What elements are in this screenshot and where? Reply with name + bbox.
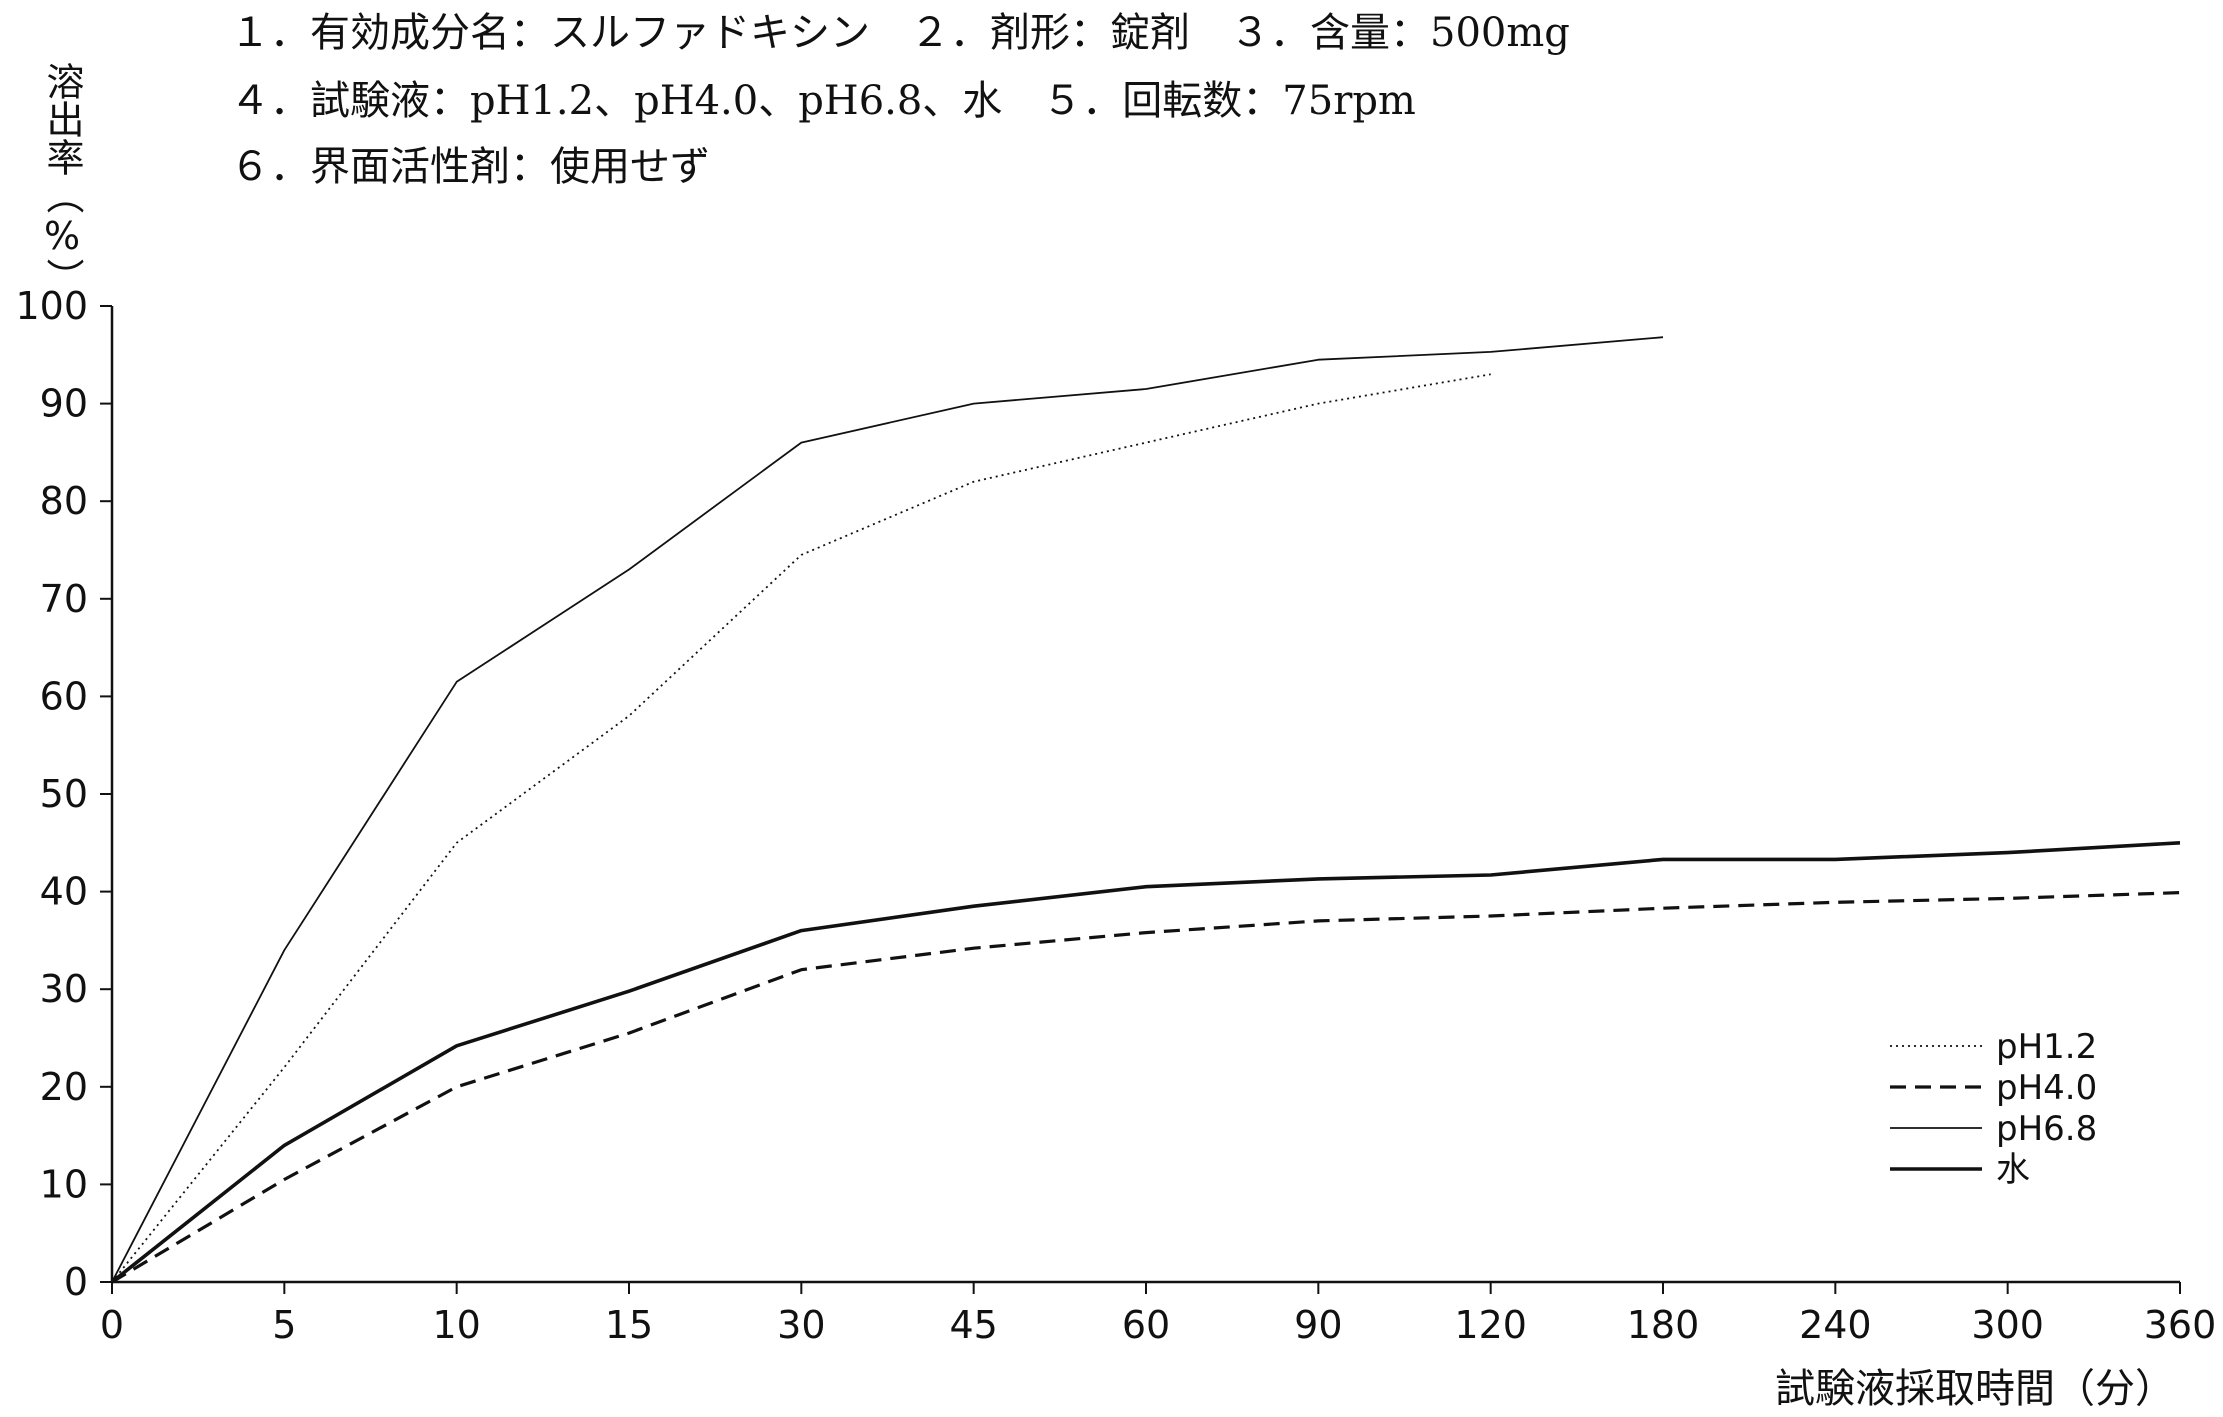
x-tick-label: 60 [1122,1303,1170,1347]
x-tick-label: 180 [1627,1303,1700,1347]
legend-label-3: pH6.8 [1996,1109,2097,1149]
x-tick-label: 0 [100,1303,124,1347]
x-axis-label: 試験液採取時間（分） [1775,1366,2175,1412]
y-tick-label: 100 [15,284,88,328]
legend-label-2: pH4.0 [1996,1068,2097,1108]
y-tick-label: 80 [40,479,88,523]
x-tick-label: 5 [272,1303,296,1347]
x-tick-label: 360 [2144,1303,2217,1347]
x-tick-labels: 0 5 10 15 30 45 60 90 120 180 240 300 360 [100,1303,2216,1347]
header-line-2: ４．試験液：pH1.2、pH4.0、pH6.8、水 ５．回転数：75rpm [230,78,1416,124]
y-tick-labels: 0 10 20 30 40 50 60 70 80 90 100 [15,284,88,1304]
x-tick-label: 30 [777,1303,825,1347]
series-line-2 [111,891,2181,1284]
header-line-3: ６．界面活性剤：使用せず [230,144,710,190]
x-tick-label: 10 [432,1303,480,1347]
series-line-3 [111,336,1664,1283]
x-tick-label: 300 [1971,1303,2044,1347]
y-tick-label: 50 [40,772,88,816]
legend-label-1: pH1.2 [1996,1027,2097,1067]
series-line-1 [111,373,1491,1283]
y-tick-label: 10 [40,1162,88,1206]
header-line-1: １．有効成分名：スルファドキシン ２．剤形：錠剤 ３．含量：500mg [230,10,1570,56]
y-tick-label: 90 [40,382,88,426]
legend-label-4: 水 [1996,1150,2030,1190]
x-tick-label: 120 [1454,1303,1527,1347]
x-tick-label: 90 [1294,1303,1342,1347]
y-axis-label: 溶出率（%） [40,62,84,296]
x-tick-label: 45 [949,1303,997,1347]
y-tick-label: 40 [40,870,88,914]
series-line-4 [110,841,2181,1284]
axes [100,305,2181,1294]
y-tick-label: 20 [40,1065,88,1109]
x-tick-label: 15 [605,1303,653,1347]
series-lines [110,336,2181,1284]
y-tick-label: 70 [40,577,88,621]
y-tick-label: 0 [64,1260,88,1304]
x-tick-label: 240 [1799,1303,1872,1347]
y-tick-label: 30 [40,967,88,1011]
y-tick-label: 60 [40,674,88,718]
